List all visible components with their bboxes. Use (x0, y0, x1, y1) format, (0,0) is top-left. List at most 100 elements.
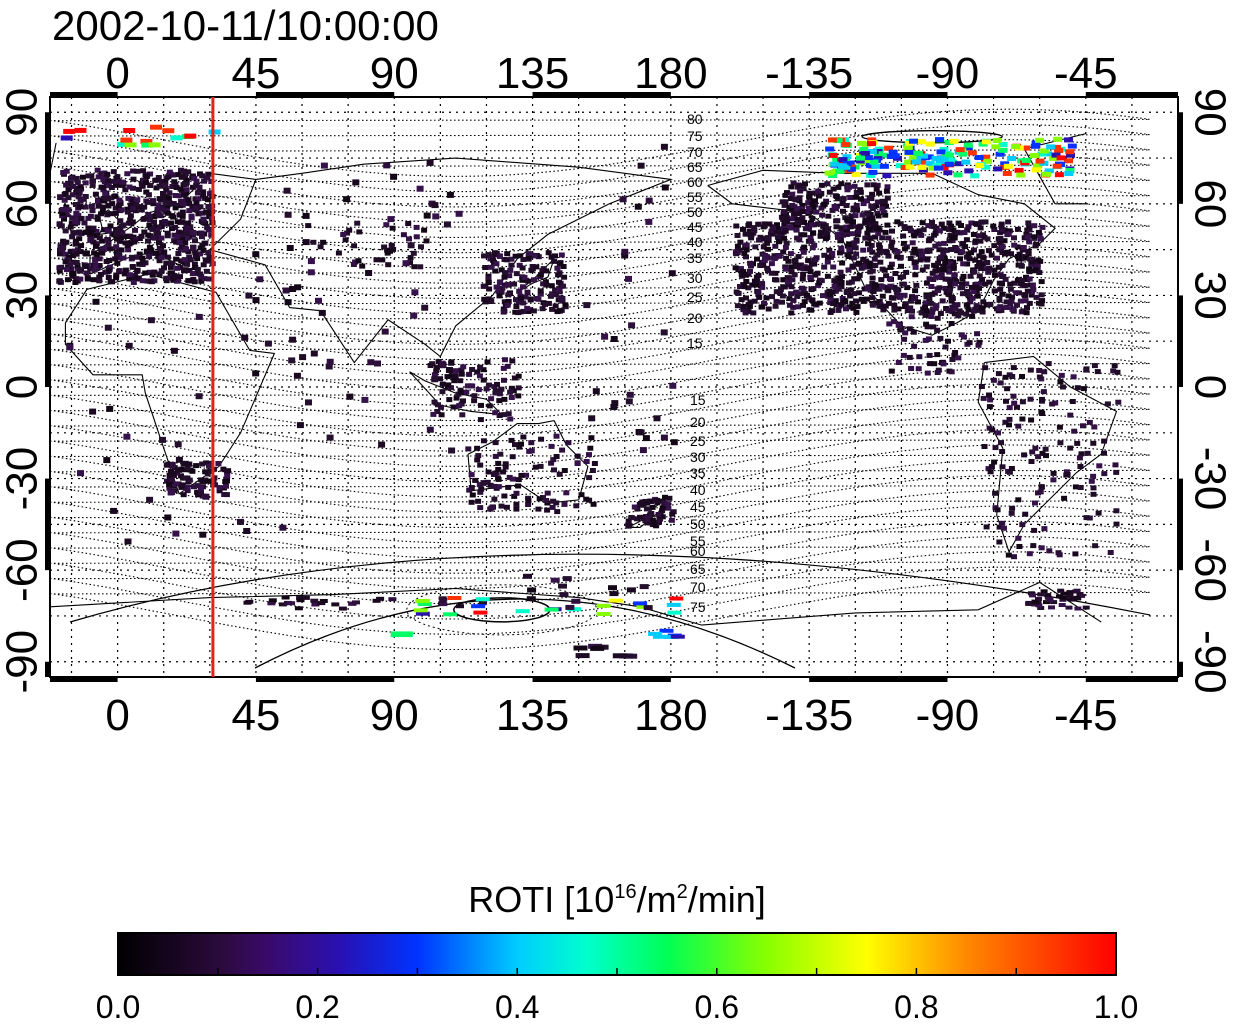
roti-cell (193, 178, 200, 184)
roti-cell (112, 256, 119, 262)
roti-cell (558, 252, 565, 258)
roti-cell (1014, 404, 1020, 410)
roti-cell (845, 254, 852, 259)
contour-line (50, 230, 1150, 300)
roti-cell (745, 285, 752, 291)
roti-cell (188, 213, 195, 219)
roti-cell (885, 235, 892, 241)
roti-cell (113, 272, 120, 278)
roti-cell (515, 373, 522, 379)
roti-cell (990, 223, 997, 229)
roti-cell (882, 212, 889, 218)
roti-cell (439, 602, 448, 607)
roti-cell (85, 225, 92, 231)
roti-cell (881, 267, 888, 273)
roti-cell (169, 213, 176, 219)
roti-cell (544, 490, 551, 496)
roti-cell (978, 219, 985, 225)
roti-cell (543, 282, 550, 288)
roti-cell (968, 284, 975, 290)
roti-cell (129, 205, 136, 211)
roti-cell (279, 524, 287, 531)
roti-cell (636, 604, 651, 609)
contour-line (50, 505, 1150, 574)
roti-cell (1019, 254, 1026, 259)
roti-cell (1067, 597, 1075, 602)
roti-cell (501, 412, 508, 418)
roti-cell (637, 429, 645, 436)
roti-cell (815, 188, 822, 194)
roti-cell (143, 189, 150, 195)
roti-cell (793, 226, 800, 232)
roti-cell (864, 286, 871, 292)
roti-cell (1008, 510, 1015, 516)
roti-cell (850, 305, 857, 311)
roti-cell (198, 477, 205, 483)
roti-cell (155, 212, 162, 217)
roti-cell (944, 152, 954, 158)
roti-cell (780, 217, 787, 222)
roti-cell (900, 240, 907, 246)
roti-cell (787, 196, 794, 201)
roti-cell (60, 135, 73, 141)
roti-cell (880, 307, 887, 313)
roti-cell (493, 284, 500, 290)
roti-cell (843, 203, 850, 208)
roti-cell (140, 177, 147, 183)
roti-cell (823, 230, 830, 236)
roti-cell (876, 242, 883, 248)
frame-bar-top (255, 92, 395, 97)
roti-cell (669, 511, 676, 517)
roti-cell (1034, 261, 1041, 267)
roti-cell (990, 377, 997, 383)
roti-cell (864, 198, 870, 204)
roti-cell (191, 261, 198, 267)
roti-cell (958, 151, 968, 157)
roti-cell (1036, 232, 1043, 238)
roti-cell (557, 295, 564, 301)
roti-cell (1031, 599, 1039, 604)
roti-cell (559, 298, 566, 304)
contour-label: 25 (690, 433, 706, 449)
roti-cell (58, 223, 65, 229)
roti-cell (464, 383, 471, 389)
roti-cell (445, 367, 453, 373)
roti-cell (301, 595, 310, 600)
roti-cell (488, 396, 495, 402)
roti-cell (198, 234, 205, 240)
roti-cell (912, 272, 919, 278)
roti-cell (104, 171, 111, 177)
roti-cell (181, 475, 188, 481)
roti-cell (801, 299, 808, 305)
roti-cell (453, 395, 460, 401)
roti-cell (938, 272, 945, 277)
roti-cell (936, 247, 943, 253)
roti-cell (144, 199, 151, 205)
roti-cell (1011, 242, 1018, 248)
lon-tick-bottom: -135 (765, 691, 853, 740)
roti-cell (134, 267, 141, 273)
roti-cell (525, 498, 532, 503)
roti-cell (874, 199, 881, 205)
roti-cell (439, 389, 446, 395)
roti-cell (542, 301, 548, 307)
contour-label: 25 (687, 289, 703, 305)
roti-cell (1031, 223, 1038, 229)
roti-cell (1080, 423, 1086, 429)
lon-tick-top: -90 (916, 49, 980, 98)
roti-cell (871, 286, 877, 291)
roti-cell (123, 433, 131, 440)
roti-cell (1015, 535, 1022, 541)
roti-cell (475, 453, 482, 459)
roti-cell (492, 388, 499, 394)
roti-cell (141, 142, 154, 148)
roti-cell (476, 482, 483, 488)
roti-cell (978, 384, 985, 389)
roti-cell (181, 257, 188, 263)
roti-cell (844, 217, 851, 223)
roti-cell (927, 361, 934, 367)
roti-cell (846, 304, 853, 310)
roti-cell (172, 530, 180, 537)
roti-cell (950, 259, 957, 265)
